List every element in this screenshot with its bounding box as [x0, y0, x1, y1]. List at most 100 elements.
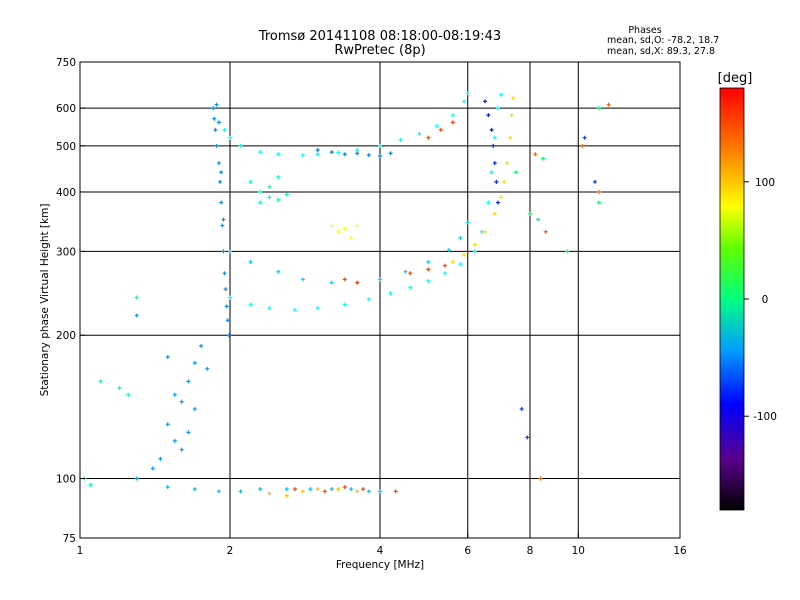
data-points	[82, 91, 611, 498]
data-point	[426, 279, 431, 284]
data-point	[442, 263, 447, 268]
data-point	[565, 249, 570, 254]
data-point	[492, 135, 497, 140]
data-point	[580, 143, 585, 148]
data-point	[329, 150, 334, 155]
data-point	[214, 102, 219, 107]
data-point	[329, 487, 334, 492]
data-point	[479, 229, 484, 234]
chart-subtitle: RwPretec (8p)	[334, 43, 425, 58]
data-point	[393, 489, 398, 494]
data-point	[315, 147, 320, 152]
data-point	[388, 291, 393, 296]
data-point	[292, 307, 297, 312]
y-tick-label: 300	[56, 246, 76, 258]
data-point	[212, 116, 217, 121]
y-tick-label: 100	[56, 474, 76, 486]
data-point	[491, 143, 496, 148]
x-tick-label: 2	[227, 545, 234, 557]
colorbar-ticks: 100 0 -100	[744, 177, 777, 423]
data-point	[492, 211, 497, 216]
y-tick-label: 75	[63, 533, 76, 545]
y-tick-label: 600	[56, 103, 76, 115]
data-point	[378, 277, 382, 282]
data-point	[284, 192, 289, 197]
data-point	[134, 295, 139, 300]
data-point	[434, 124, 439, 129]
data-point	[276, 174, 281, 179]
data-point	[258, 487, 263, 492]
data-point	[300, 153, 305, 158]
data-point	[186, 379, 191, 384]
data-point	[336, 487, 341, 492]
data-point	[165, 484, 170, 489]
data-point	[596, 189, 601, 194]
data-point	[472, 249, 477, 254]
data-point	[388, 151, 393, 156]
data-point	[315, 306, 320, 311]
data-point	[511, 96, 516, 101]
data-point	[238, 143, 243, 148]
data-point	[505, 161, 510, 166]
data-point	[519, 406, 524, 411]
data-point	[165, 355, 170, 360]
data-point	[378, 153, 382, 158]
data-point	[489, 170, 494, 175]
y-tick-label: 200	[56, 330, 76, 342]
data-point	[172, 438, 177, 443]
data-point	[495, 200, 500, 205]
data-point	[284, 487, 289, 492]
data-point	[117, 385, 122, 390]
data-point	[192, 406, 197, 411]
y-tick-label: 400	[56, 187, 76, 199]
data-point	[499, 195, 504, 200]
data-point	[205, 366, 210, 371]
data-point	[446, 248, 451, 253]
data-point	[216, 120, 221, 125]
data-point	[349, 236, 354, 241]
data-point	[88, 482, 93, 487]
data-point	[538, 476, 543, 481]
data-point	[342, 302, 347, 307]
data-point	[486, 113, 491, 118]
data-point	[222, 271, 227, 276]
data-point	[494, 179, 499, 184]
data-point	[213, 127, 218, 132]
x-tick-label: 6	[464, 545, 471, 557]
data-point	[355, 489, 360, 494]
data-point	[465, 91, 470, 96]
data-point	[322, 489, 327, 494]
data-point	[342, 277, 347, 282]
data-point	[150, 466, 155, 471]
data-point	[225, 318, 230, 323]
data-point	[315, 487, 320, 492]
data-point	[495, 106, 500, 111]
data-point	[408, 285, 413, 290]
data-point	[528, 211, 532, 216]
data-point	[366, 489, 371, 494]
data-point	[228, 295, 232, 300]
data-point	[228, 249, 232, 254]
x-tick-label: 10	[572, 545, 585, 557]
data-point	[315, 152, 320, 157]
data-point	[509, 113, 514, 118]
data-point	[483, 229, 488, 234]
phase-stats-o: mean, sd,O: -78.2, 18.7	[607, 35, 719, 46]
data-point	[582, 135, 587, 140]
data-point	[336, 229, 341, 234]
data-point	[216, 489, 221, 494]
data-point	[267, 184, 272, 189]
data-point	[219, 200, 224, 205]
data-point	[342, 152, 347, 157]
data-point	[535, 217, 540, 222]
data-point	[284, 493, 289, 498]
data-point	[349, 487, 354, 492]
data-point	[403, 269, 408, 274]
phase-stats-x: mean, sd,X: 89.3, 27.8	[607, 46, 715, 57]
data-point	[223, 287, 228, 292]
y-axis-label: Stationary phase Virtual Height [km]	[39, 204, 51, 397]
data-point	[426, 267, 431, 272]
data-point	[508, 135, 513, 140]
data-point	[134, 476, 139, 481]
